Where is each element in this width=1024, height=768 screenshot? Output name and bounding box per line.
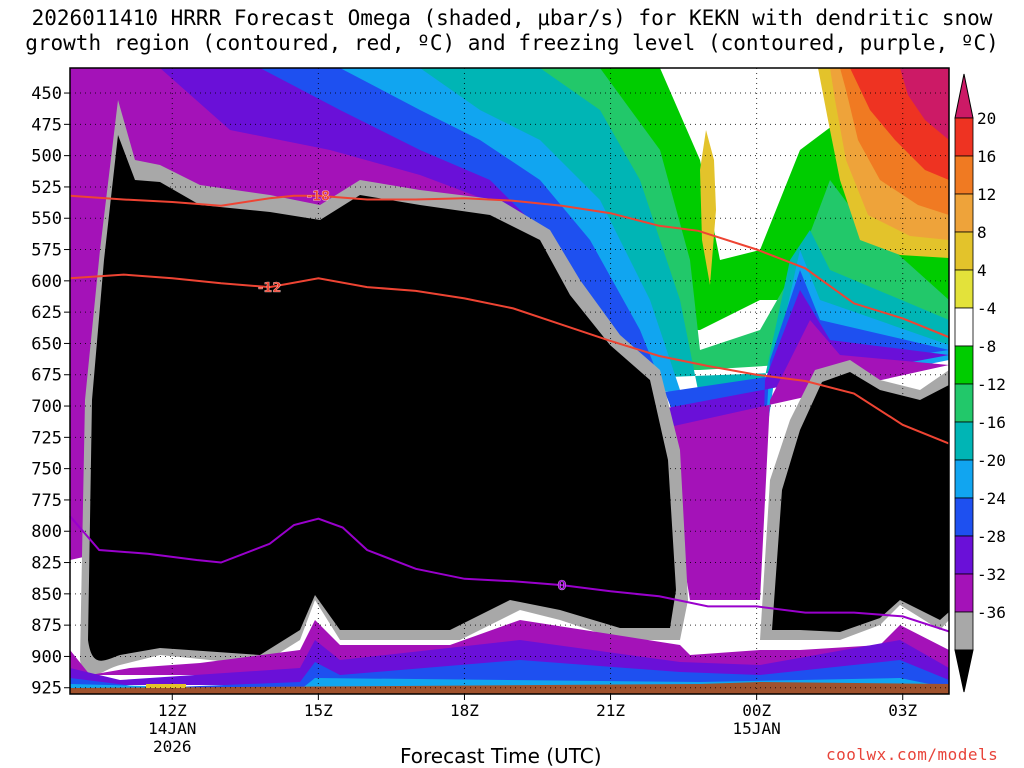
colorbar-swatch: [954, 155, 974, 195]
colorbar-label: -36: [977, 603, 1006, 622]
x-tick-label: 03Z: [888, 701, 917, 720]
colorbar-top-arrow: [954, 73, 974, 119]
colorbar-label: -28: [977, 527, 1006, 546]
x-tick-date: 15JAN: [733, 719, 781, 738]
colorbar-bottom-arrow: [954, 649, 974, 693]
dgz-contour-minus12: [69, 273, 950, 445]
colorbar: 20 16 12 8 4 -4 -8 -12 -16 -20 -24 -28 -32 -36: [954, 73, 1006, 693]
x-tick-date: 14JAN: [148, 719, 196, 738]
colorbar-swatch: [954, 231, 974, 271]
y-tick-label: 925: [31, 679, 62, 699]
y-tick-label: 625: [31, 303, 62, 323]
colorbar-swatch: [954, 535, 974, 575]
x-tick-label: 21Z: [596, 701, 625, 720]
colorbar-label: -24: [977, 489, 1006, 508]
y-tick-label: 775: [31, 491, 62, 511]
colorbar-label: -20: [977, 451, 1006, 470]
chart-title-line-2: growth region (contoured, red, ºC) and f…: [25, 31, 999, 55]
y-tick-label: 500: [31, 147, 62, 167]
plot-frame: [69, 67, 950, 695]
y-tick-label: 900: [31, 647, 62, 667]
colorbar-label: -8: [977, 337, 996, 356]
x-tick-label: 00Z: [742, 701, 771, 720]
y-tick-label: 800: [31, 522, 62, 542]
x-tick-label: 18Z: [450, 701, 479, 720]
y-tick-label: 475: [31, 115, 62, 135]
freezing-level-contour: [69, 515, 950, 633]
y-tick-label: 725: [31, 428, 62, 448]
colorbar-label: -16: [977, 413, 1006, 432]
y-tick-label: 850: [31, 585, 62, 605]
x-axis-label: Forecast Time (UTC): [400, 744, 602, 768]
colorbar-swatch: [954, 307, 974, 347]
chart-title: 2026011410 HRRR Forecast Omega (shaded, …: [0, 6, 1024, 56]
colorbar-label: 20: [977, 109, 996, 128]
omega-shaded-field: [70, 68, 949, 694]
x-tick-label: 12Z: [158, 701, 187, 720]
colorbar-swatch: [954, 573, 974, 613]
y-axis: 450 475 500 525 550 575 600 625 650 675 700 725 750 7…: [31, 84, 70, 699]
credit-link[interactable]: coolwx.com/models: [826, 745, 999, 764]
colorbar-label: 12: [977, 185, 996, 204]
colorbar-label: -12: [977, 375, 1006, 394]
colorbar-label: 4: [977, 261, 987, 280]
colorbar-swatch: [954, 459, 974, 499]
colorbar-label: 8: [977, 223, 987, 242]
y-tick-label: 525: [31, 178, 62, 198]
colorbar-label: 16: [977, 147, 996, 166]
colorbar-swatch: [954, 383, 974, 423]
colorbar-swatch: [954, 117, 974, 157]
colorbar-label: -32: [977, 565, 1006, 584]
chart-title-line-1: 2026011410 HRRR Forecast Omega (shaded, …: [31, 6, 993, 30]
colorbar-swatch: [954, 269, 974, 309]
y-tick-label: 600: [31, 272, 62, 292]
y-tick-label: 875: [31, 616, 62, 636]
colorbar-swatch: [954, 421, 974, 461]
freezing-level-contour-label: 0: [557, 579, 566, 594]
dgz-contour-minus12-label: -12: [258, 281, 282, 296]
dgz-contour-minus18-label: -18: [307, 190, 331, 205]
y-tick-label: 700: [31, 397, 62, 417]
y-tick-label: 750: [31, 460, 62, 480]
x-tick-year: 2026: [153, 737, 192, 756]
y-tick-label: 575: [31, 241, 62, 261]
y-tick-label: 650: [31, 334, 62, 354]
dgz-contour-minus18: [69, 194, 950, 339]
x-tick-label: 15Z: [304, 701, 333, 720]
colorbar-swatch: [954, 611, 974, 651]
y-tick-label: 550: [31, 209, 62, 229]
y-tick-label: 675: [31, 366, 62, 386]
y-tick-label: 825: [31, 554, 62, 574]
colorbar-swatch: [954, 193, 974, 233]
y-tick-label: 450: [31, 84, 62, 104]
colorbar-label: -4: [977, 299, 996, 318]
colorbar-swatch: [954, 345, 974, 385]
contour-lines: -18 -12 0: [69, 190, 950, 633]
colorbar-swatch: [954, 497, 974, 537]
